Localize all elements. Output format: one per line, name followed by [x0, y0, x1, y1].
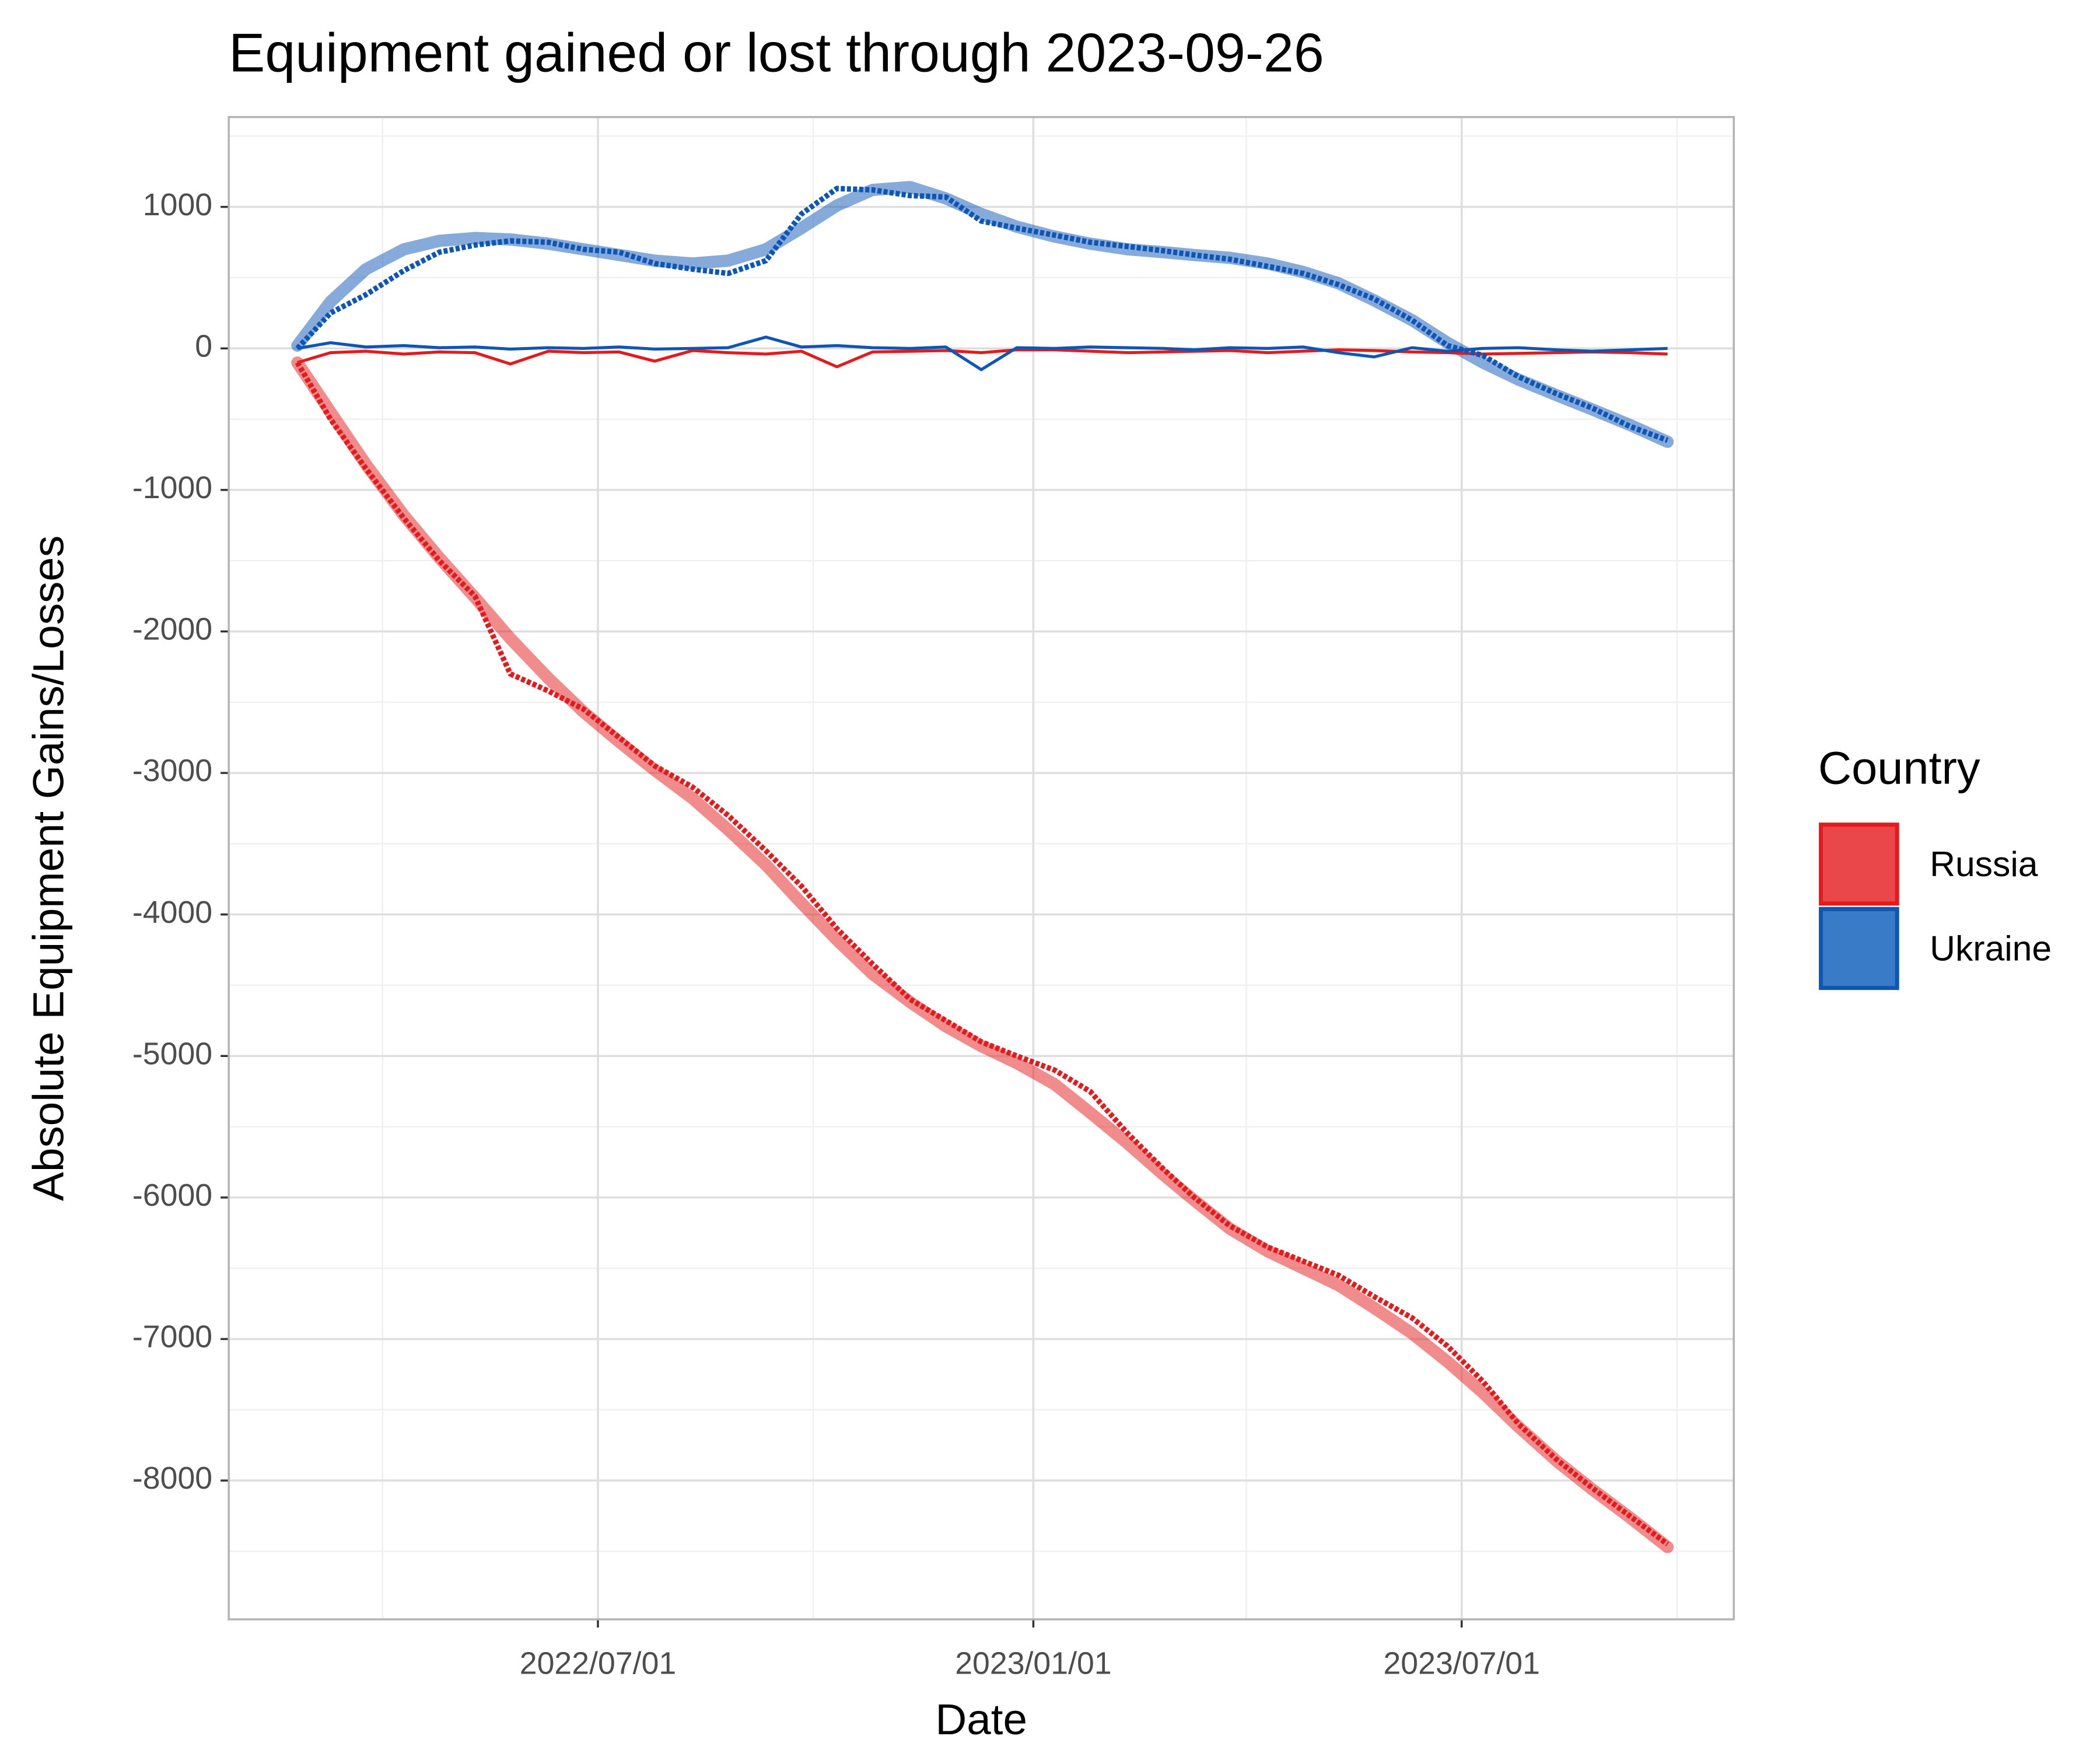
legend-key: [1819, 907, 1899, 991]
y-tick-label: 1000: [143, 187, 212, 222]
daily-line: [297, 348, 1668, 369]
panel-border: [228, 116, 1735, 1620]
y-tick-label: 0: [195, 328, 212, 363]
chart-title: Equipment gained or lost through 2023-09…: [229, 23, 1324, 83]
x-tick-label: 2022/07/01: [520, 1646, 676, 1681]
y-tick-label: -4000: [132, 895, 212, 930]
legend-label: Russia: [1930, 844, 2038, 884]
cumulative-line: [295, 361, 1670, 1546]
x-tick-label: 2023/01/01: [955, 1646, 1111, 1681]
y-axis-title: Absolute Equipment Gains/Losses: [24, 536, 73, 1201]
x-tick-label: 2023/07/01: [1383, 1646, 1539, 1681]
y-tick-label: -3000: [132, 753, 212, 788]
legend-label: Ukraine: [1930, 929, 2052, 968]
trend-line: [291, 356, 1674, 1553]
plot-marks: [291, 181, 1674, 1553]
y-tick-label: -6000: [132, 1178, 212, 1213]
cumulative-line: [295, 186, 1669, 443]
y-tick-label: -7000: [132, 1320, 212, 1354]
x-axis-title: Date: [935, 1695, 1027, 1744]
y-tick-label: -2000: [132, 612, 212, 647]
y-tick-label: -5000: [132, 1036, 212, 1071]
legend-title: Country: [1818, 742, 1980, 794]
grid: [220, 117, 1734, 1628]
legend-key: [1819, 822, 1899, 906]
daily-line: [297, 335, 1668, 372]
y-tick-label: -8000: [132, 1461, 212, 1496]
y-tick-label: -1000: [132, 470, 212, 505]
